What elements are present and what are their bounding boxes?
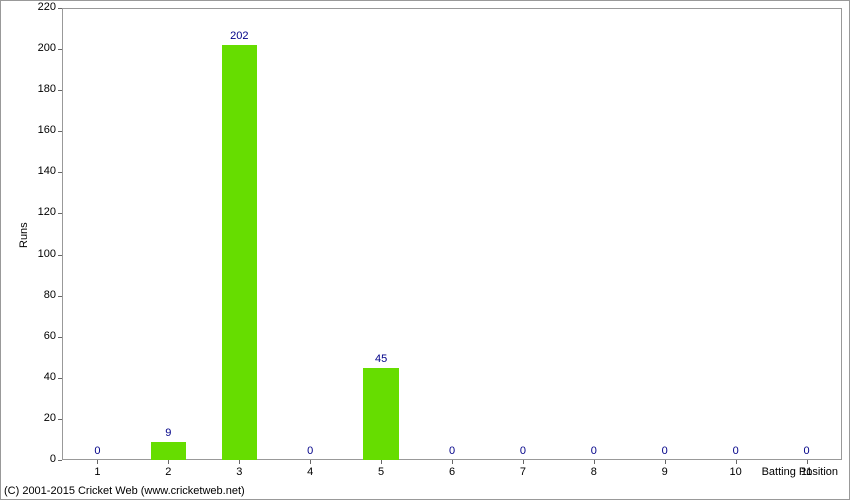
y-tick-label: 20 xyxy=(44,412,56,424)
copyright-text: (C) 2001-2015 Cricket Web (www.cricketwe… xyxy=(4,485,245,497)
bar-value-label: 0 xyxy=(94,445,100,457)
bar-value-label: 202 xyxy=(230,30,248,42)
plot-border xyxy=(62,8,842,460)
y-tick xyxy=(58,172,62,173)
y-tick-label: 60 xyxy=(44,330,56,342)
y-tick xyxy=(58,255,62,256)
x-tick-label: 2 xyxy=(165,466,171,478)
bar xyxy=(151,442,186,460)
bar xyxy=(222,45,257,460)
y-tick xyxy=(58,49,62,50)
x-tick xyxy=(97,460,98,464)
y-tick-label: 220 xyxy=(38,1,56,13)
x-tick-label: 1 xyxy=(94,466,100,478)
x-tick xyxy=(239,460,240,464)
x-tick xyxy=(168,460,169,464)
chart-container: 020406080100120140160180200220 123456789… xyxy=(0,0,850,500)
bar-value-label: 0 xyxy=(803,445,809,457)
y-tick xyxy=(58,296,62,297)
x-tick xyxy=(452,460,453,464)
bar-value-label: 9 xyxy=(165,427,171,439)
y-tick-label: 120 xyxy=(38,206,56,218)
x-tick xyxy=(594,460,595,464)
bar-value-label: 0 xyxy=(591,445,597,457)
x-tick-label: 5 xyxy=(378,466,384,478)
x-tick xyxy=(310,460,311,464)
y-axis-title: Runs xyxy=(18,222,30,248)
x-tick-label: 9 xyxy=(662,466,668,478)
y-tick-label: 80 xyxy=(44,289,56,301)
x-tick xyxy=(523,460,524,464)
x-tick xyxy=(381,460,382,464)
x-tick-label: 4 xyxy=(307,466,313,478)
x-tick xyxy=(807,460,808,464)
x-tick-label: 7 xyxy=(520,466,526,478)
y-tick xyxy=(58,131,62,132)
x-tick xyxy=(665,460,666,464)
bar-value-label: 45 xyxy=(375,353,387,365)
y-tick-label: 160 xyxy=(38,124,56,136)
y-tick-label: 0 xyxy=(50,453,56,465)
y-tick-label: 40 xyxy=(44,371,56,383)
bar-value-label: 0 xyxy=(307,445,313,457)
bar-value-label: 0 xyxy=(733,445,739,457)
y-tick-label: 140 xyxy=(38,165,56,177)
y-tick-label: 100 xyxy=(38,248,56,260)
y-tick xyxy=(58,460,62,461)
x-tick-label: 3 xyxy=(236,466,242,478)
bar-value-label: 0 xyxy=(449,445,455,457)
x-tick-label: 10 xyxy=(730,466,742,478)
y-tick-label: 200 xyxy=(38,42,56,54)
bar-value-label: 0 xyxy=(520,445,526,457)
y-tick xyxy=(58,378,62,379)
bar xyxy=(363,368,398,460)
x-tick xyxy=(736,460,737,464)
y-tick xyxy=(58,419,62,420)
y-tick xyxy=(58,213,62,214)
bar-value-label: 0 xyxy=(662,445,668,457)
x-axis-title: Batting Position xyxy=(762,466,838,478)
y-tick xyxy=(58,337,62,338)
y-tick xyxy=(58,8,62,9)
x-tick-label: 8 xyxy=(591,466,597,478)
y-tick xyxy=(58,90,62,91)
y-tick-label: 180 xyxy=(38,83,56,95)
x-tick-label: 6 xyxy=(449,466,455,478)
